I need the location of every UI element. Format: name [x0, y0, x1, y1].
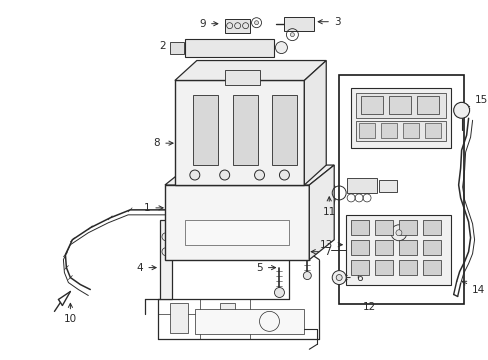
Circle shape [390, 225, 406, 241]
Polygon shape [164, 165, 333, 185]
Text: 15: 15 [464, 95, 487, 109]
Bar [358, 123, 374, 138]
Bar [374, 220, 392, 235]
Text: 14: 14 [461, 281, 484, 294]
Bar [184, 39, 274, 57]
Bar [350, 220, 368, 235]
Polygon shape [309, 165, 333, 260]
Text: 3: 3 [318, 17, 340, 27]
Text: 7: 7 [310, 247, 330, 257]
Circle shape [219, 170, 229, 180]
Text: 2: 2 [159, 41, 179, 51]
Bar [350, 260, 368, 275]
Bar [219, 303, 234, 325]
Bar [175, 80, 304, 185]
Bar [422, 220, 440, 235]
Bar [350, 240, 368, 255]
Circle shape [290, 33, 294, 37]
Bar [398, 240, 416, 255]
Bar [224, 71, 259, 85]
Text: 10: 10 [64, 303, 77, 324]
Bar [272, 95, 297, 165]
Circle shape [275, 42, 287, 54]
Polygon shape [175, 60, 325, 80]
Circle shape [395, 230, 401, 236]
Bar [398, 260, 416, 275]
Text: 4: 4 [137, 262, 156, 273]
Bar [232, 95, 257, 165]
Bar [398, 220, 416, 235]
Circle shape [331, 271, 346, 284]
Text: 8: 8 [153, 138, 173, 148]
Bar [170, 42, 183, 54]
Bar [160, 220, 172, 300]
Bar [194, 310, 304, 334]
Circle shape [279, 170, 289, 180]
Circle shape [453, 102, 468, 118]
Bar [339, 76, 463, 305]
Circle shape [336, 275, 342, 280]
Circle shape [254, 170, 264, 180]
Polygon shape [304, 60, 325, 185]
Bar [284, 17, 314, 31]
Text: 5: 5 [256, 262, 275, 273]
Bar [224, 19, 249, 33]
Text: 11: 11 [322, 197, 335, 217]
Circle shape [254, 21, 258, 25]
Bar [424, 123, 440, 138]
Bar [355, 93, 445, 118]
Bar [170, 303, 187, 333]
Bar [346, 215, 450, 284]
Bar [164, 185, 309, 260]
Bar [360, 96, 382, 114]
Bar [346, 178, 376, 193]
Bar [355, 121, 445, 141]
Circle shape [303, 271, 311, 280]
Bar [350, 89, 450, 148]
Bar [378, 180, 396, 192]
Bar [374, 260, 392, 275]
Text: 13: 13 [319, 240, 342, 250]
Bar [402, 123, 418, 138]
Circle shape [274, 288, 284, 297]
Bar [380, 123, 396, 138]
Text: 12: 12 [362, 302, 375, 312]
Bar [416, 96, 438, 114]
Text: 1: 1 [143, 203, 163, 213]
Bar [422, 240, 440, 255]
Bar [374, 240, 392, 255]
Text: 9: 9 [199, 19, 217, 29]
Bar [388, 96, 410, 114]
Bar [184, 220, 289, 245]
Bar [422, 260, 440, 275]
Text: 6: 6 [343, 273, 362, 283]
Circle shape [189, 170, 200, 180]
Bar [192, 95, 217, 165]
